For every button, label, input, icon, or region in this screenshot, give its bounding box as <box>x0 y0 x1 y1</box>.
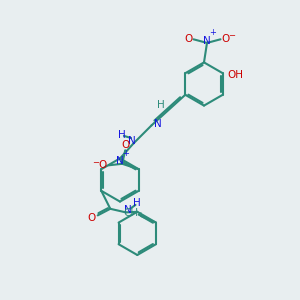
Text: H: H <box>118 130 126 140</box>
Text: O: O <box>122 140 130 150</box>
Text: N: N <box>124 205 132 215</box>
Text: H: H <box>133 198 140 208</box>
Text: N: N <box>154 119 162 129</box>
Text: O: O <box>99 160 107 170</box>
Text: N: N <box>203 35 211 46</box>
Text: CH₃: CH₃ <box>123 208 142 218</box>
Text: OH: OH <box>227 70 243 80</box>
Text: H: H <box>157 100 165 110</box>
Text: N: N <box>128 136 136 146</box>
Text: O: O <box>88 213 96 224</box>
Text: −: − <box>228 31 236 40</box>
Text: O: O <box>222 34 230 44</box>
Text: O: O <box>184 34 192 44</box>
Text: +: + <box>209 28 216 37</box>
Text: N: N <box>116 156 124 167</box>
Text: −: − <box>93 158 100 167</box>
Text: +: + <box>122 149 129 158</box>
